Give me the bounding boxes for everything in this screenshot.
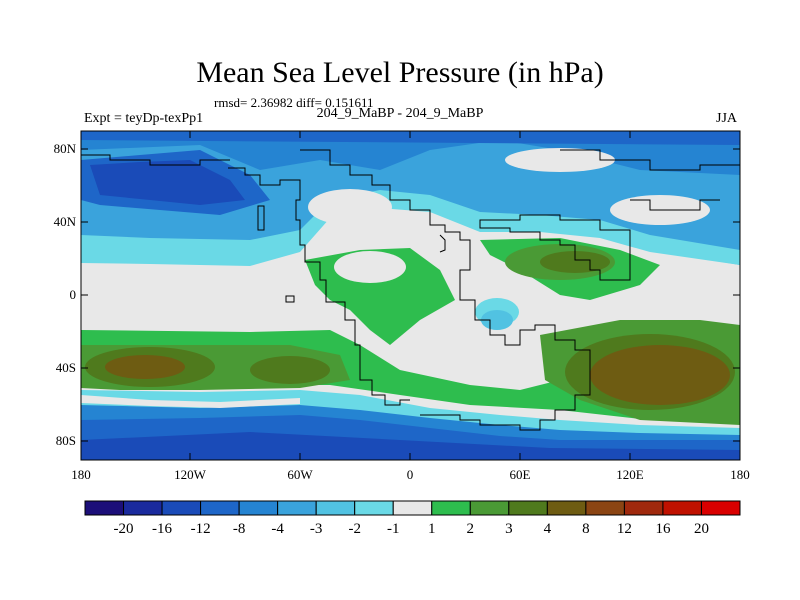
x-tick-label: 120W <box>174 467 206 482</box>
colorbar-swatch <box>585 500 625 516</box>
colorbar-swatch <box>123 500 163 516</box>
colorbar-swatch <box>354 500 394 516</box>
x-tick-label: 120E <box>616 467 644 482</box>
colorbar-label: -1 <box>386 521 400 537</box>
colorbar-label: -2 <box>348 521 361 537</box>
colorbar-label: 8 <box>582 521 590 537</box>
colorbar-swatch <box>161 500 202 516</box>
plot-title: Mean Sea Level Pressure (in hPa) <box>196 56 604 89</box>
colorbar-label: -16 <box>152 521 173 537</box>
colorbar-label: 12 <box>616 521 632 537</box>
x-tick-label: 60W <box>287 467 313 482</box>
colorbar-label: -3 <box>309 521 323 537</box>
season-label: JJA <box>716 111 738 126</box>
colorbar-swatch <box>277 500 317 516</box>
x-tick-label: 0 <box>406 467 414 482</box>
y-tick-label: 80S <box>55 433 76 448</box>
comparison-label: 204_9_MaBP - 204_9_MaBP <box>316 106 484 121</box>
colorbar-label: 16 <box>655 521 671 537</box>
colorbar-swatch <box>469 500 510 516</box>
colorbar <box>84 500 741 516</box>
colorbar-swatch <box>700 500 741 516</box>
colorbar-label: -4 <box>271 521 284 537</box>
y-tick-label: 0 <box>69 287 77 302</box>
colorbar-swatch <box>546 500 587 516</box>
colorbar-swatch <box>662 500 702 516</box>
colorbar-swatch <box>200 500 240 516</box>
axis-ticks <box>81 131 740 460</box>
experiment-label: Expt = teyDp-texPp1 <box>84 111 204 126</box>
colorbar-label: 2 <box>466 521 475 537</box>
colorbar-swatch <box>238 500 279 516</box>
colorbar-label: 1 <box>428 521 436 537</box>
colorbar-label: 4 <box>543 521 552 537</box>
colorbar-label: -8 <box>232 521 246 537</box>
colorbar-swatch <box>84 500 125 516</box>
x-tick-label: 180 <box>730 467 750 482</box>
x-tick-label: 180 <box>71 467 91 482</box>
colorbar-label: 3 <box>505 521 513 537</box>
y-tick-label: 80N <box>53 141 76 156</box>
colorbar-swatch <box>392 500 433 516</box>
pressure-field <box>81 131 740 460</box>
coastline-outlines <box>81 149 740 431</box>
colorbar-label: -20 <box>113 521 134 537</box>
stats-label: rmsd= 2.36982 diff= 0.151611 <box>214 95 374 110</box>
colorbar-label: -12 <box>190 521 211 537</box>
y-tick-label: 40N <box>53 214 76 229</box>
y-tick-label: 40S <box>55 360 76 375</box>
colorbar-swatch <box>623 500 664 516</box>
colorbar-label: 20 <box>693 521 709 537</box>
x-tick-label: 60E <box>509 467 531 482</box>
colorbar-swatch <box>431 500 471 516</box>
colorbar-swatch <box>315 500 356 516</box>
colorbar-swatch <box>508 500 548 516</box>
